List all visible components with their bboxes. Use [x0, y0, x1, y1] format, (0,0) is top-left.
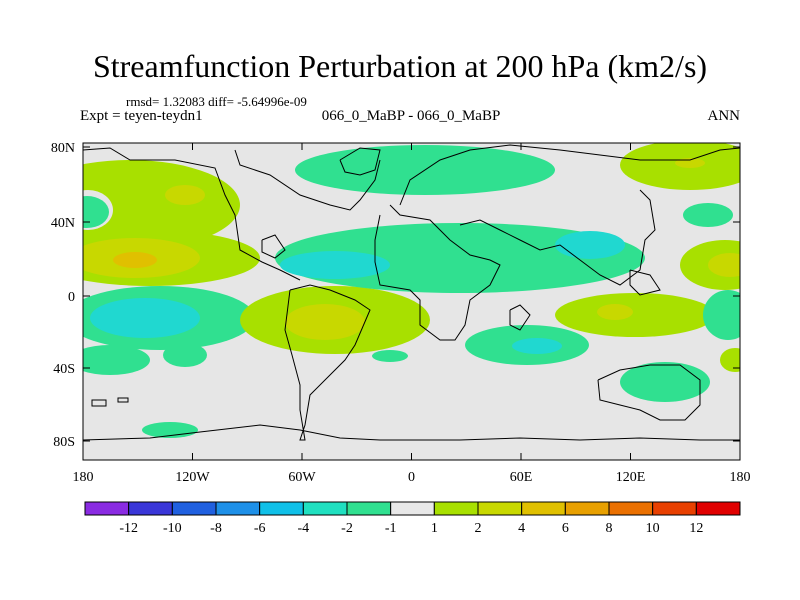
- colorbar-swatch: [608, 501, 654, 516]
- colorbar-swatch: [302, 501, 348, 516]
- colorbar-swatch: [128, 501, 173, 516]
- lat-label: 80N: [51, 141, 75, 156]
- colorbar-swatch: [521, 501, 566, 516]
- coastline-antarctica: [83, 424, 740, 441]
- colorbar-swatch: [564, 501, 610, 516]
- colorbar-label: -10: [163, 521, 182, 536]
- colorbar-label: 6: [562, 521, 569, 536]
- season-label: ANN: [707, 108, 741, 124]
- colorbar-label: -2: [341, 521, 353, 536]
- colorbar-label: -4: [297, 521, 309, 536]
- latitude-axis: 80N 40N 0 40S 80S: [51, 141, 740, 450]
- coastline-south-america: [284, 284, 371, 441]
- colorbar-label: 1: [431, 521, 438, 536]
- colorbar-swatch: [215, 501, 261, 516]
- lon-label: 180: [730, 470, 751, 485]
- coastline-africa: [374, 204, 501, 341]
- colorbar-label: 2: [475, 521, 482, 536]
- colorbar-swatch: [171, 501, 217, 516]
- lon-label: 120W: [175, 470, 210, 485]
- lat-label: 0: [68, 290, 75, 305]
- map-panel: [82, 142, 741, 461]
- colorbar: -12 -10 -8 -6 -4 -2 -1 1 2 4 6 8 10 12: [84, 501, 741, 536]
- coastline-eurasia: [399, 144, 740, 206]
- case-label: 066_0_MaBP - 066_0_MaBP: [321, 108, 501, 124]
- lon-label: 60W: [288, 470, 316, 485]
- colorbar-swatch: [477, 501, 523, 516]
- lon-label: 60E: [510, 470, 533, 485]
- colorbar-label: 8: [606, 521, 613, 536]
- lon-label: 120E: [616, 470, 646, 485]
- colorbar-swatch: [652, 501, 697, 516]
- colorbar-swatch: [346, 501, 392, 516]
- colorbar-swatch: [695, 501, 741, 516]
- coastlines: [83, 144, 740, 441]
- colorbar-label: -8: [210, 521, 222, 536]
- lon-label: 180: [73, 470, 94, 485]
- longitude-axis: 180 120W 60W 0 60E 120E 180: [73, 143, 751, 485]
- coastline-north-america: [83, 147, 301, 281]
- coastline-australia: [597, 364, 701, 421]
- colorbar-label: -1: [385, 521, 397, 536]
- coastline-greenland: [339, 147, 381, 176]
- lat-label: 40S: [53, 362, 75, 377]
- lat-label: 40N: [51, 216, 75, 231]
- stats-line: rmsd= 1.32083 diff= -5.64996e-09: [126, 94, 307, 109]
- colorbar-swatch: [84, 501, 130, 516]
- colorbar-label: 10: [646, 521, 660, 536]
- colorbar-swatch: [390, 501, 435, 516]
- colorbar-label: -12: [119, 521, 138, 536]
- colorbar-label: 12: [689, 521, 703, 536]
- lat-label: 80S: [53, 435, 75, 450]
- colorbar-label: -6: [254, 521, 266, 536]
- colorbar-swatch: [433, 501, 479, 516]
- lon-label: 0: [408, 470, 415, 485]
- plot-title: Streamfunction Perturbation at 200 hPa (…: [92, 48, 708, 84]
- colorbar-swatch: [259, 501, 304, 516]
- experiment-label: Expt = teyen-teydn1: [80, 108, 203, 124]
- colorbar-label: 4: [518, 521, 525, 536]
